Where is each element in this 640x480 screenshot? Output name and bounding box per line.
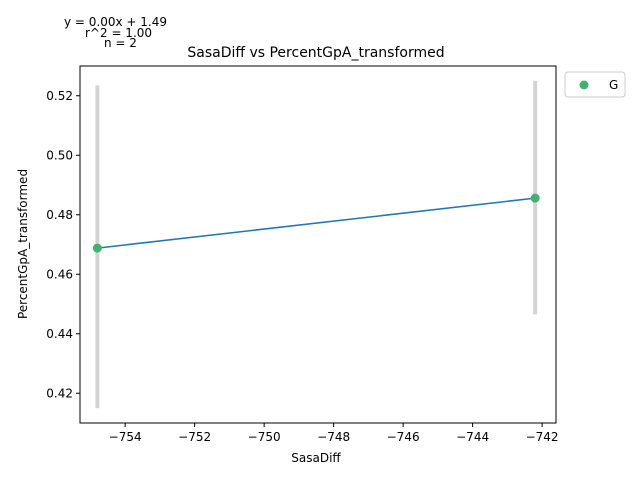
x-axis-label: SasaDiff: [291, 451, 341, 465]
y-tick-label: 0.46: [46, 267, 73, 281]
x-tick-label: −746: [387, 430, 420, 444]
error-bars: [95, 80, 538, 409]
y-tick-label: 0.50: [46, 148, 73, 162]
y-tick-label: 0.42: [46, 386, 73, 400]
legend: G: [564, 71, 626, 98]
x-tick-label: −750: [248, 430, 281, 444]
x-tick-label: −754: [109, 430, 142, 444]
x-tick-label: −742: [526, 430, 559, 444]
n-annotation: n = 2: [104, 36, 137, 50]
legend-marker-g: [579, 80, 589, 90]
data-points: [92, 193, 540, 253]
x-axis-ticks: −754 −752 −750 −748 −746 −744 −742: [109, 423, 559, 444]
legend-label-g: G: [609, 78, 618, 92]
x-tick-label: −748: [317, 430, 350, 444]
y-tick-label: 0.48: [46, 208, 73, 222]
y-axis-label: PercentGpA_transformed: [16, 169, 30, 319]
chart-title: SasaDiff vs PercentGpA_transformed: [187, 45, 444, 61]
data-point: [530, 193, 540, 203]
y-axis-ticks: 0.42 0.44 0.46 0.48 0.50 0.52: [46, 89, 80, 400]
y-tick-label: 0.52: [46, 89, 73, 103]
data-point: [92, 243, 102, 253]
plot-area-frame: [79, 65, 557, 424]
fit-line: [97, 197, 536, 249]
x-tick-label: −752: [178, 430, 211, 444]
legend-box: [564, 71, 626, 98]
fit-equation-annotation: y = 0.00x + 1.49: [64, 15, 167, 29]
fit-line-group: [97, 197, 536, 249]
r-squared-annotation: r^2 = 1.00: [85, 26, 152, 40]
x-tick-label: −744: [456, 430, 489, 444]
y-tick-label: 0.44: [46, 327, 73, 341]
